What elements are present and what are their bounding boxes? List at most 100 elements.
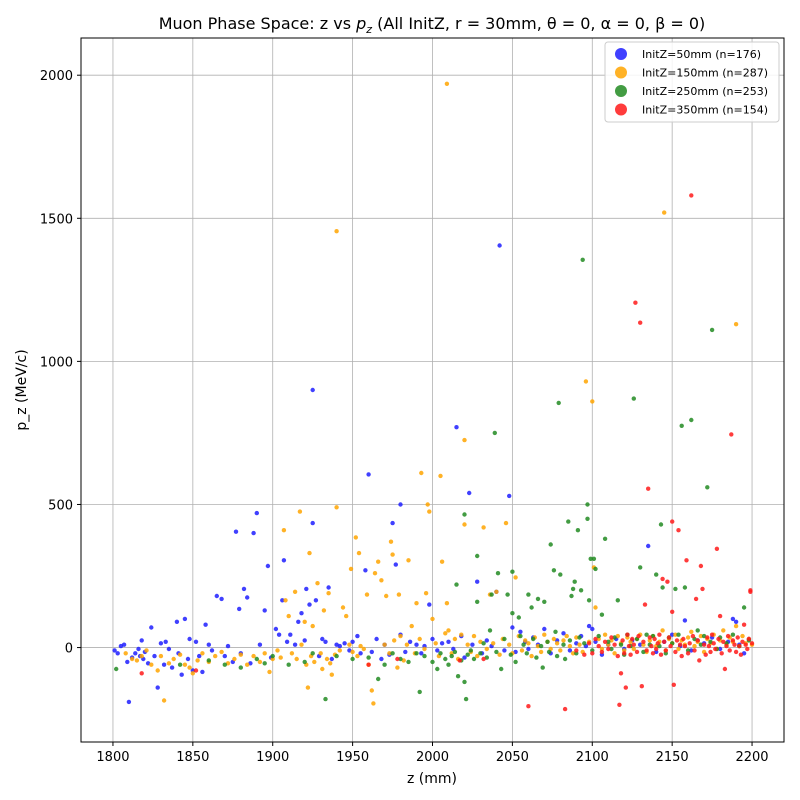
- data-point: [638, 565, 643, 570]
- data-point: [529, 653, 534, 659]
- data-point: [705, 635, 710, 640]
- data-point: [233, 529, 239, 534]
- data-point: [692, 643, 697, 649]
- data-point: [625, 632, 630, 637]
- data-point: [169, 665, 175, 670]
- x-tick-label: 2150: [656, 750, 689, 765]
- data-point: [542, 632, 547, 637]
- data-point: [174, 619, 180, 624]
- data-point: [531, 636, 536, 642]
- data-point: [684, 558, 689, 563]
- data-point: [646, 486, 651, 491]
- data-point: [449, 653, 454, 659]
- data-point: [609, 635, 614, 640]
- data-point: [185, 656, 191, 662]
- data-point: [649, 643, 654, 649]
- data-point: [724, 643, 729, 649]
- data-point: [606, 639, 611, 644]
- data-point: [390, 520, 395, 526]
- data-point: [510, 625, 515, 630]
- data-point: [342, 641, 347, 646]
- data-point: [115, 651, 120, 656]
- data-point: [200, 651, 205, 656]
- data-point: [662, 210, 667, 215]
- data-point: [292, 642, 298, 647]
- data-point: [729, 432, 734, 437]
- data-point: [347, 642, 352, 647]
- data-point: [267, 669, 272, 675]
- data-point: [497, 243, 502, 248]
- data-point: [662, 639, 667, 644]
- data-point: [722, 666, 728, 672]
- data-point: [238, 665, 243, 670]
- data-point: [177, 652, 183, 657]
- data-point: [312, 659, 317, 665]
- data-point: [714, 546, 720, 551]
- data-point: [433, 641, 438, 646]
- data-point: [615, 653, 620, 659]
- data-point: [382, 662, 387, 667]
- data-point: [617, 702, 622, 707]
- data-point: [695, 628, 700, 633]
- data-point: [409, 623, 414, 629]
- data-point: [114, 666, 119, 672]
- data-point: [372, 571, 378, 576]
- data-point: [562, 656, 568, 662]
- data-point: [586, 623, 592, 629]
- data-point: [237, 606, 242, 612]
- data-point: [427, 602, 432, 607]
- data-point: [323, 639, 328, 644]
- data-point: [538, 643, 544, 649]
- data-point: [574, 635, 579, 640]
- data-point: [390, 552, 395, 557]
- data-point: [161, 662, 167, 667]
- axis-ticks: 1800 1850 1900 1950 2000 2050 2100 2150 2200 0 500…: [40, 69, 769, 765]
- data-point: [182, 616, 188, 622]
- data-point: [304, 586, 309, 592]
- data-point: [366, 655, 371, 660]
- data-point: [524, 651, 529, 656]
- data-point: [155, 685, 160, 690]
- data-point: [144, 648, 149, 653]
- data-point: [414, 601, 419, 606]
- data-point: [158, 653, 164, 659]
- data-point: [468, 648, 473, 653]
- data-point: [519, 648, 525, 653]
- data-point: [297, 509, 303, 514]
- data-point: [526, 592, 531, 597]
- data-point: [206, 642, 211, 647]
- data-point: [417, 689, 422, 695]
- data-point: [741, 622, 747, 627]
- data-point: [674, 638, 680, 643]
- data-point: [283, 598, 288, 603]
- data-point: [326, 591, 331, 596]
- data-point: [507, 642, 512, 647]
- data-point: [623, 685, 628, 690]
- data-point: [245, 595, 250, 600]
- data-point: [219, 649, 224, 655]
- data-point: [593, 636, 598, 642]
- data-point: [305, 685, 311, 690]
- data-point: [553, 629, 558, 634]
- data-point: [459, 632, 464, 637]
- data-point: [634, 649, 640, 655]
- data-point: [574, 648, 579, 653]
- data-point: [481, 525, 486, 530]
- data-point: [152, 653, 157, 659]
- data-point: [320, 636, 325, 642]
- data-point: [567, 643, 573, 649]
- data-point: [334, 505, 339, 510]
- data-point: [738, 652, 744, 657]
- data-point: [166, 661, 172, 666]
- data-point: [446, 639, 451, 644]
- data-point: [276, 632, 282, 637]
- data-point: [463, 696, 469, 702]
- data-point: [730, 632, 736, 637]
- data-point: [307, 602, 312, 607]
- data-point: [660, 585, 665, 590]
- data-point: [577, 642, 582, 647]
- series-4-points: [139, 193, 755, 712]
- data-point: [225, 643, 231, 649]
- data-point: [567, 648, 573, 653]
- data-point: [599, 612, 605, 617]
